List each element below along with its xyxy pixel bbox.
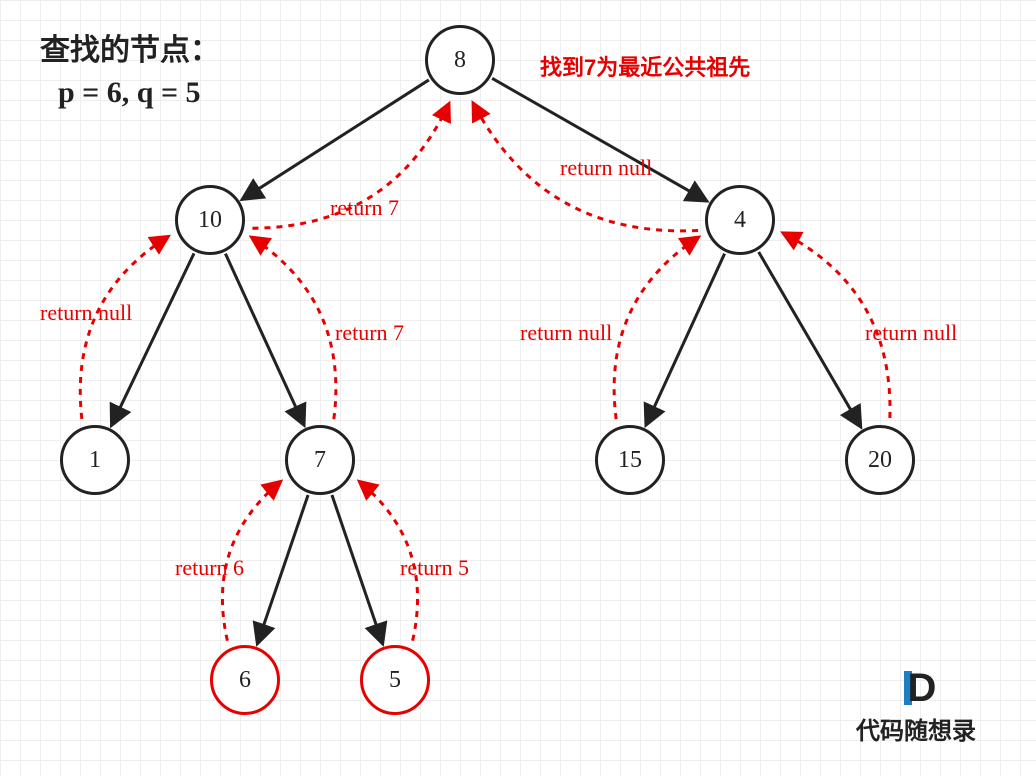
- tree-node-7: 7: [285, 425, 355, 495]
- return-arrow: [614, 237, 698, 419]
- edge: [759, 252, 861, 426]
- tree-node-5: 5: [360, 645, 430, 715]
- tree-node-15: 15: [595, 425, 665, 495]
- return-arrow: [80, 237, 168, 419]
- tree-node-8: 8: [425, 25, 495, 95]
- edge: [243, 80, 429, 199]
- watermark-logo: D: [856, 666, 976, 711]
- edge: [258, 495, 308, 643]
- tree-node-10: 10: [175, 185, 245, 255]
- return-label: return null: [40, 300, 132, 326]
- return-label: return null: [520, 320, 612, 346]
- edge: [492, 78, 706, 200]
- title-line2: p = 6, q = 5: [40, 72, 220, 114]
- return-label: return null: [865, 320, 957, 346]
- tree-node-4: 4: [705, 185, 775, 255]
- tree-node-6: 6: [210, 645, 280, 715]
- return-label: return 7: [335, 320, 404, 346]
- return-label: return 7: [330, 195, 399, 221]
- tree-node-1: 1: [60, 425, 130, 495]
- edge: [112, 253, 194, 424]
- edge: [225, 254, 303, 425]
- tree-node-20: 20: [845, 425, 915, 495]
- title-block: 查找的节点： p = 6, q = 5: [40, 30, 220, 114]
- return-label: return 5: [400, 555, 469, 581]
- return-label: return null: [560, 155, 652, 181]
- return-label: return 6: [175, 555, 244, 581]
- return-arrow: [252, 237, 336, 419]
- diagram-canvas: 查找的节点： p = 6, q = 5 找到7为最近公共祖先 8 10 4 1 7 15 2…: [0, 0, 1036, 776]
- svg-overlay: [0, 0, 1036, 776]
- edge: [646, 254, 724, 425]
- title-line1: 查找的节点：: [40, 30, 220, 72]
- watermark: D 代码随想录: [856, 666, 976, 746]
- watermark-text: 代码随想录: [856, 711, 976, 746]
- result-text: 找到7为最近公共祖先: [540, 50, 750, 82]
- edge: [332, 495, 382, 643]
